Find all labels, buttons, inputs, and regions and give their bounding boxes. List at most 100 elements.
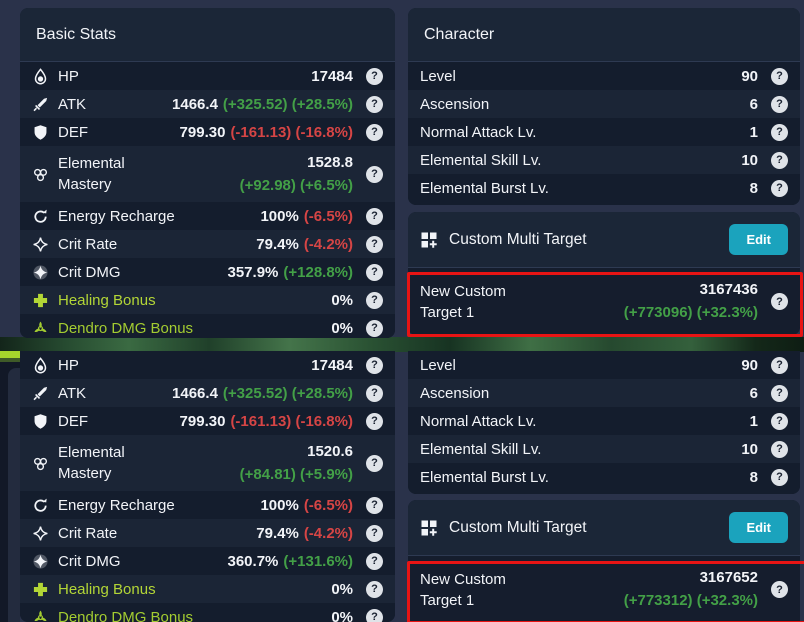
char-value: 1 bbox=[749, 412, 758, 430]
panel-title: Custom Multi Target bbox=[449, 230, 587, 248]
character-panel-bottom: Level 90 ? Ascension 6 ? Normal Attack L… bbox=[408, 351, 800, 494]
custom-target-row: New Custom Target 1 3167652 (+773312) (+… bbox=[408, 556, 800, 622]
stat-bonus: (+92.98) (+6.5%) bbox=[239, 176, 353, 194]
stat-row-crit-rate: Crit Rate 79.4% (-4.2%) ? bbox=[20, 230, 395, 258]
panel-title: Basic Stats bbox=[36, 25, 117, 43]
stat-value: 79.4% bbox=[256, 235, 299, 253]
help-icon[interactable]: ? bbox=[366, 291, 383, 309]
help-icon[interactable]: ? bbox=[366, 319, 383, 337]
edit-button[interactable]: Edit bbox=[729, 224, 788, 255]
stat-value: 0% bbox=[331, 291, 353, 309]
stat-value: 100% bbox=[260, 207, 299, 225]
char-row-elemental-burst: Elemental Burst Lv. 8 ? bbox=[408, 174, 800, 202]
help-icon[interactable]: ? bbox=[366, 67, 383, 85]
crit-rate-icon bbox=[32, 525, 49, 542]
char-row-level: Level 90 ? bbox=[408, 351, 800, 379]
stat-bonus: (+84.81) (+5.9%) bbox=[239, 465, 353, 483]
stat-bonus: (-6.5%) bbox=[303, 207, 353, 225]
help-icon[interactable]: ? bbox=[366, 524, 383, 542]
edit-button[interactable]: Edit bbox=[729, 512, 788, 543]
background-card-edge bbox=[8, 368, 20, 622]
stat-value: 1466.4 bbox=[172, 95, 218, 113]
basic-stats-panel-bottom: HP 17484 ? ATK 1466.4 (+325.52) (+28.5%)… bbox=[20, 351, 395, 622]
char-value: 8 bbox=[749, 179, 758, 197]
char-row-ascension: Ascension 6 ? bbox=[408, 90, 800, 118]
stat-bonus: (-4.2%) bbox=[303, 235, 353, 253]
help-icon[interactable]: ? bbox=[366, 235, 383, 253]
char-value: 10 bbox=[741, 440, 758, 458]
help-icon[interactable]: ? bbox=[366, 496, 383, 514]
help-icon[interactable]: ? bbox=[366, 123, 383, 141]
character-panel-top: Character Level 90 ? Ascension 6 ? Norma… bbox=[408, 8, 800, 205]
target-bonus: (+773312) (+32.3%) bbox=[623, 592, 758, 609]
stat-bonus: (+325.52) (+28.5%) bbox=[222, 95, 353, 113]
help-icon[interactable]: ? bbox=[366, 454, 383, 472]
custom-multi-target-panel-top: Custom Multi Target Edit New Custom Targ… bbox=[408, 212, 800, 335]
stat-value: 0% bbox=[331, 319, 353, 337]
char-row-level: Level 90 ? bbox=[408, 62, 800, 90]
char-value: 1 bbox=[749, 123, 758, 141]
hp-icon bbox=[32, 68, 49, 85]
char-row-elemental-skill: Elemental Skill Lv. 10 ? bbox=[408, 146, 800, 174]
atk-icon bbox=[32, 385, 49, 402]
help-icon[interactable]: ? bbox=[771, 384, 788, 402]
help-icon[interactable]: ? bbox=[771, 468, 788, 486]
help-icon[interactable]: ? bbox=[366, 608, 383, 622]
stat-bonus: (+131.6%) bbox=[283, 552, 353, 570]
stat-row-healing-bonus: Healing Bonus 0% ? bbox=[20, 286, 395, 314]
stat-row-def: DEF 799.30 (-161.13) (-16.8%) ? bbox=[20, 118, 395, 146]
char-value: 6 bbox=[749, 384, 758, 402]
target-name: New Custom Target 1 bbox=[420, 282, 506, 321]
help-icon[interactable]: ? bbox=[771, 179, 788, 197]
target-bonus: (+773096) (+32.3%) bbox=[623, 304, 758, 321]
help-icon[interactable]: ? bbox=[771, 123, 788, 141]
stat-row-crit-dmg: Crit DMG 357.9% (+128.8%) ? bbox=[20, 258, 395, 286]
stat-row-healing-bonus: Healing Bonus 0% ? bbox=[20, 575, 395, 603]
help-icon[interactable]: ? bbox=[366, 356, 383, 374]
help-icon[interactable]: ? bbox=[366, 412, 383, 430]
crit-dmg-icon bbox=[32, 553, 49, 570]
help-icon[interactable]: ? bbox=[771, 67, 788, 85]
custom-target-row: New Custom Target 1 3167436 (+773096) (+… bbox=[408, 268, 800, 335]
help-icon[interactable]: ? bbox=[366, 580, 383, 598]
target-name: New Custom Target 1 bbox=[420, 570, 506, 609]
def-icon bbox=[32, 124, 49, 141]
help-icon[interactable]: ? bbox=[771, 440, 788, 458]
background-scenery-strip bbox=[0, 337, 804, 352]
help-icon[interactable]: ? bbox=[366, 95, 383, 113]
stat-value: 357.9% bbox=[227, 263, 279, 281]
stat-row-energy-recharge: Energy Recharge 100% (-6.5%) ? bbox=[20, 202, 395, 230]
dendro-dmg-icon bbox=[32, 320, 49, 337]
help-icon[interactable]: ? bbox=[771, 412, 788, 430]
stat-bonus: (-161.13) (-16.8%) bbox=[230, 412, 353, 430]
help-icon[interactable]: ? bbox=[771, 356, 788, 374]
char-value: 8 bbox=[749, 468, 758, 486]
help-icon[interactable]: ? bbox=[366, 165, 383, 183]
help-icon[interactable]: ? bbox=[366, 207, 383, 225]
char-value: 10 bbox=[741, 151, 758, 169]
char-row-elemental-skill: Elemental Skill Lv. 10 ? bbox=[408, 435, 800, 463]
help-icon[interactable]: ? bbox=[366, 263, 383, 281]
help-icon[interactable]: ? bbox=[771, 95, 788, 113]
help-icon[interactable]: ? bbox=[366, 552, 383, 570]
target-value: 3167436 bbox=[699, 281, 758, 299]
character-header: Character bbox=[408, 8, 800, 62]
stat-row-elemental-mastery: Elemental Mastery 1528.8 (+92.98) (+6.5%… bbox=[20, 146, 395, 202]
stat-value: 799.30 bbox=[179, 412, 226, 430]
custom-multi-target-header: Custom Multi Target Edit bbox=[408, 500, 800, 556]
healing-bonus-icon bbox=[32, 581, 49, 598]
energy-recharge-icon bbox=[32, 208, 49, 225]
panel-title: Character bbox=[424, 25, 495, 43]
help-icon[interactable]: ? bbox=[366, 384, 383, 402]
basic-stats-header: Basic Stats bbox=[20, 8, 395, 62]
help-icon[interactable]: ? bbox=[771, 151, 788, 169]
elemental-mastery-icon bbox=[32, 166, 49, 183]
stat-row-hp: HP 17484 ? bbox=[20, 62, 395, 90]
help-icon[interactable]: ? bbox=[771, 293, 788, 310]
char-row-normal-attack: Normal Attack Lv. 1 ? bbox=[408, 407, 800, 435]
crit-rate-icon bbox=[32, 236, 49, 253]
char-value: 90 bbox=[741, 356, 758, 374]
help-icon[interactable]: ? bbox=[771, 581, 788, 598]
panel-title: Custom Multi Target bbox=[449, 518, 587, 536]
